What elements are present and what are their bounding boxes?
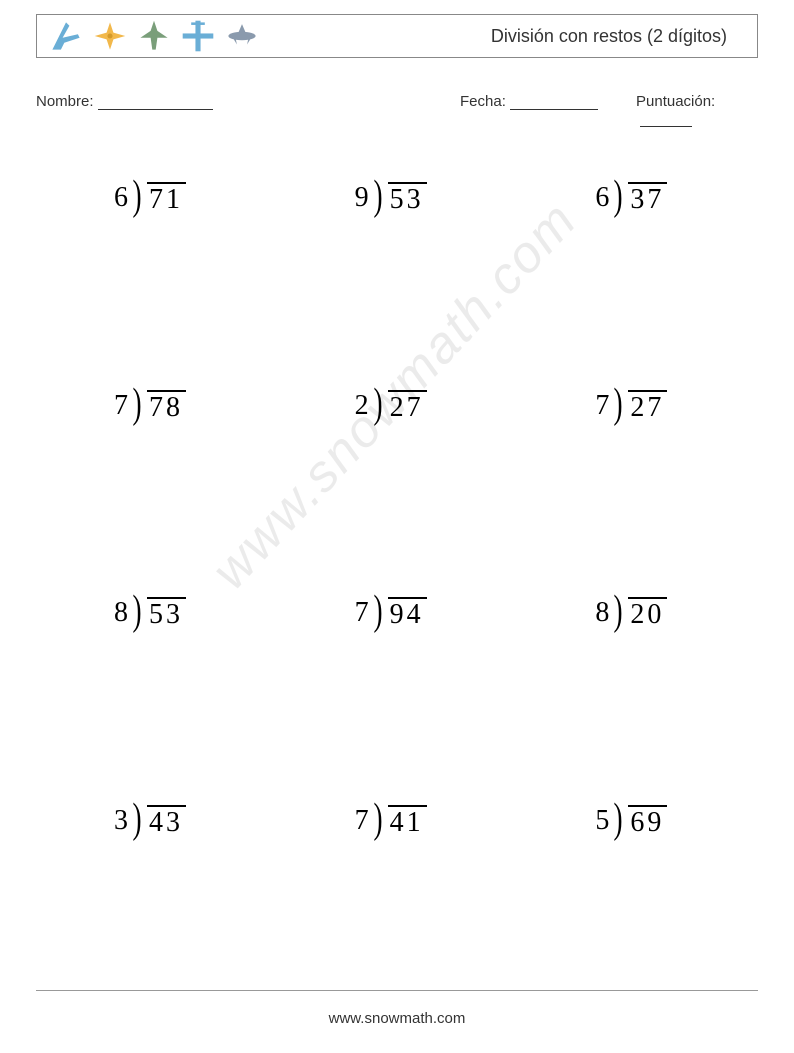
dividend: 43 xyxy=(147,805,186,839)
score-field: Puntuación: xyxy=(636,93,758,127)
dividend: 27 xyxy=(388,390,427,424)
problem-1: 6 ) 71 xyxy=(36,150,277,358)
divisor: 9 xyxy=(355,182,369,214)
header-box: División con restos (2 dígitos) xyxy=(36,14,758,58)
division-bracket: ) xyxy=(614,172,623,220)
divisor: 5 xyxy=(595,805,609,837)
info-row: Nombre: Fecha: Puntuación: xyxy=(36,93,758,110)
problem-2: 9 ) 53 xyxy=(277,150,518,358)
dividend: 69 xyxy=(628,805,667,839)
division-bracket: ) xyxy=(614,587,623,635)
worksheet-title: División con restos (2 dígitos) xyxy=(491,26,727,47)
divisor: 7 xyxy=(355,597,369,629)
score-label: Puntuación: xyxy=(636,93,715,110)
division-bracket: ) xyxy=(373,587,382,635)
dividend: 53 xyxy=(147,597,186,631)
divisor: 2 xyxy=(355,390,369,422)
problem-11: 7 ) 41 xyxy=(277,773,518,981)
division-bracket: ) xyxy=(373,380,382,428)
problems-grid: 6 ) 71 9 ) 53 6 ) 37 7 ) 78 2 ) 27 7 ) 2… xyxy=(36,150,758,980)
dividend: 37 xyxy=(628,182,667,216)
division-bracket: ) xyxy=(132,172,141,220)
footer-divider xyxy=(36,990,758,991)
divisor: 6 xyxy=(114,182,128,214)
dividend: 20 xyxy=(628,597,667,631)
dividend: 27 xyxy=(628,390,667,424)
footer-text: www.snowmath.com xyxy=(0,1010,794,1027)
header-icons xyxy=(37,19,259,53)
problem-3: 6 ) 37 xyxy=(517,150,758,358)
problem-6: 7 ) 27 xyxy=(517,358,758,566)
divisor: 7 xyxy=(355,805,369,837)
problem-8: 7 ) 94 xyxy=(277,565,518,773)
problem-9: 8 ) 20 xyxy=(517,565,758,773)
divisor: 8 xyxy=(595,597,609,629)
name-label: Nombre: xyxy=(36,93,94,110)
dividend: 78 xyxy=(147,390,186,424)
division-bracket: ) xyxy=(614,380,623,428)
problem-4: 7 ) 78 xyxy=(36,358,277,566)
dividend: 53 xyxy=(388,182,427,216)
plane-2-icon xyxy=(93,19,127,53)
plane-5-icon xyxy=(225,19,259,53)
name-blank[interactable] xyxy=(98,109,213,110)
division-bracket: ) xyxy=(373,172,382,220)
plane-4-icon xyxy=(181,19,215,53)
division-bracket: ) xyxy=(132,795,141,843)
division-bracket: ) xyxy=(373,795,382,843)
problem-5: 2 ) 27 xyxy=(277,358,518,566)
dividend: 71 xyxy=(147,182,186,216)
problem-12: 5 ) 69 xyxy=(517,773,758,981)
divisor: 8 xyxy=(114,597,128,629)
score-blank[interactable] xyxy=(640,126,692,127)
problem-10: 3 ) 43 xyxy=(36,773,277,981)
problem-7: 8 ) 53 xyxy=(36,565,277,773)
divisor: 7 xyxy=(114,390,128,422)
division-bracket: ) xyxy=(132,380,141,428)
date-field: Fecha: xyxy=(460,93,598,110)
dividend: 41 xyxy=(388,805,427,839)
dividend: 94 xyxy=(388,597,427,631)
date-label: Fecha: xyxy=(460,93,506,110)
divisor: 7 xyxy=(595,390,609,422)
plane-1-icon xyxy=(49,19,83,53)
divisor: 6 xyxy=(595,182,609,214)
divisor: 3 xyxy=(114,805,128,837)
division-bracket: ) xyxy=(614,795,623,843)
name-field: Nombre: xyxy=(36,93,213,110)
date-blank[interactable] xyxy=(510,109,598,110)
division-bracket: ) xyxy=(132,587,141,635)
plane-3-icon xyxy=(137,19,171,53)
